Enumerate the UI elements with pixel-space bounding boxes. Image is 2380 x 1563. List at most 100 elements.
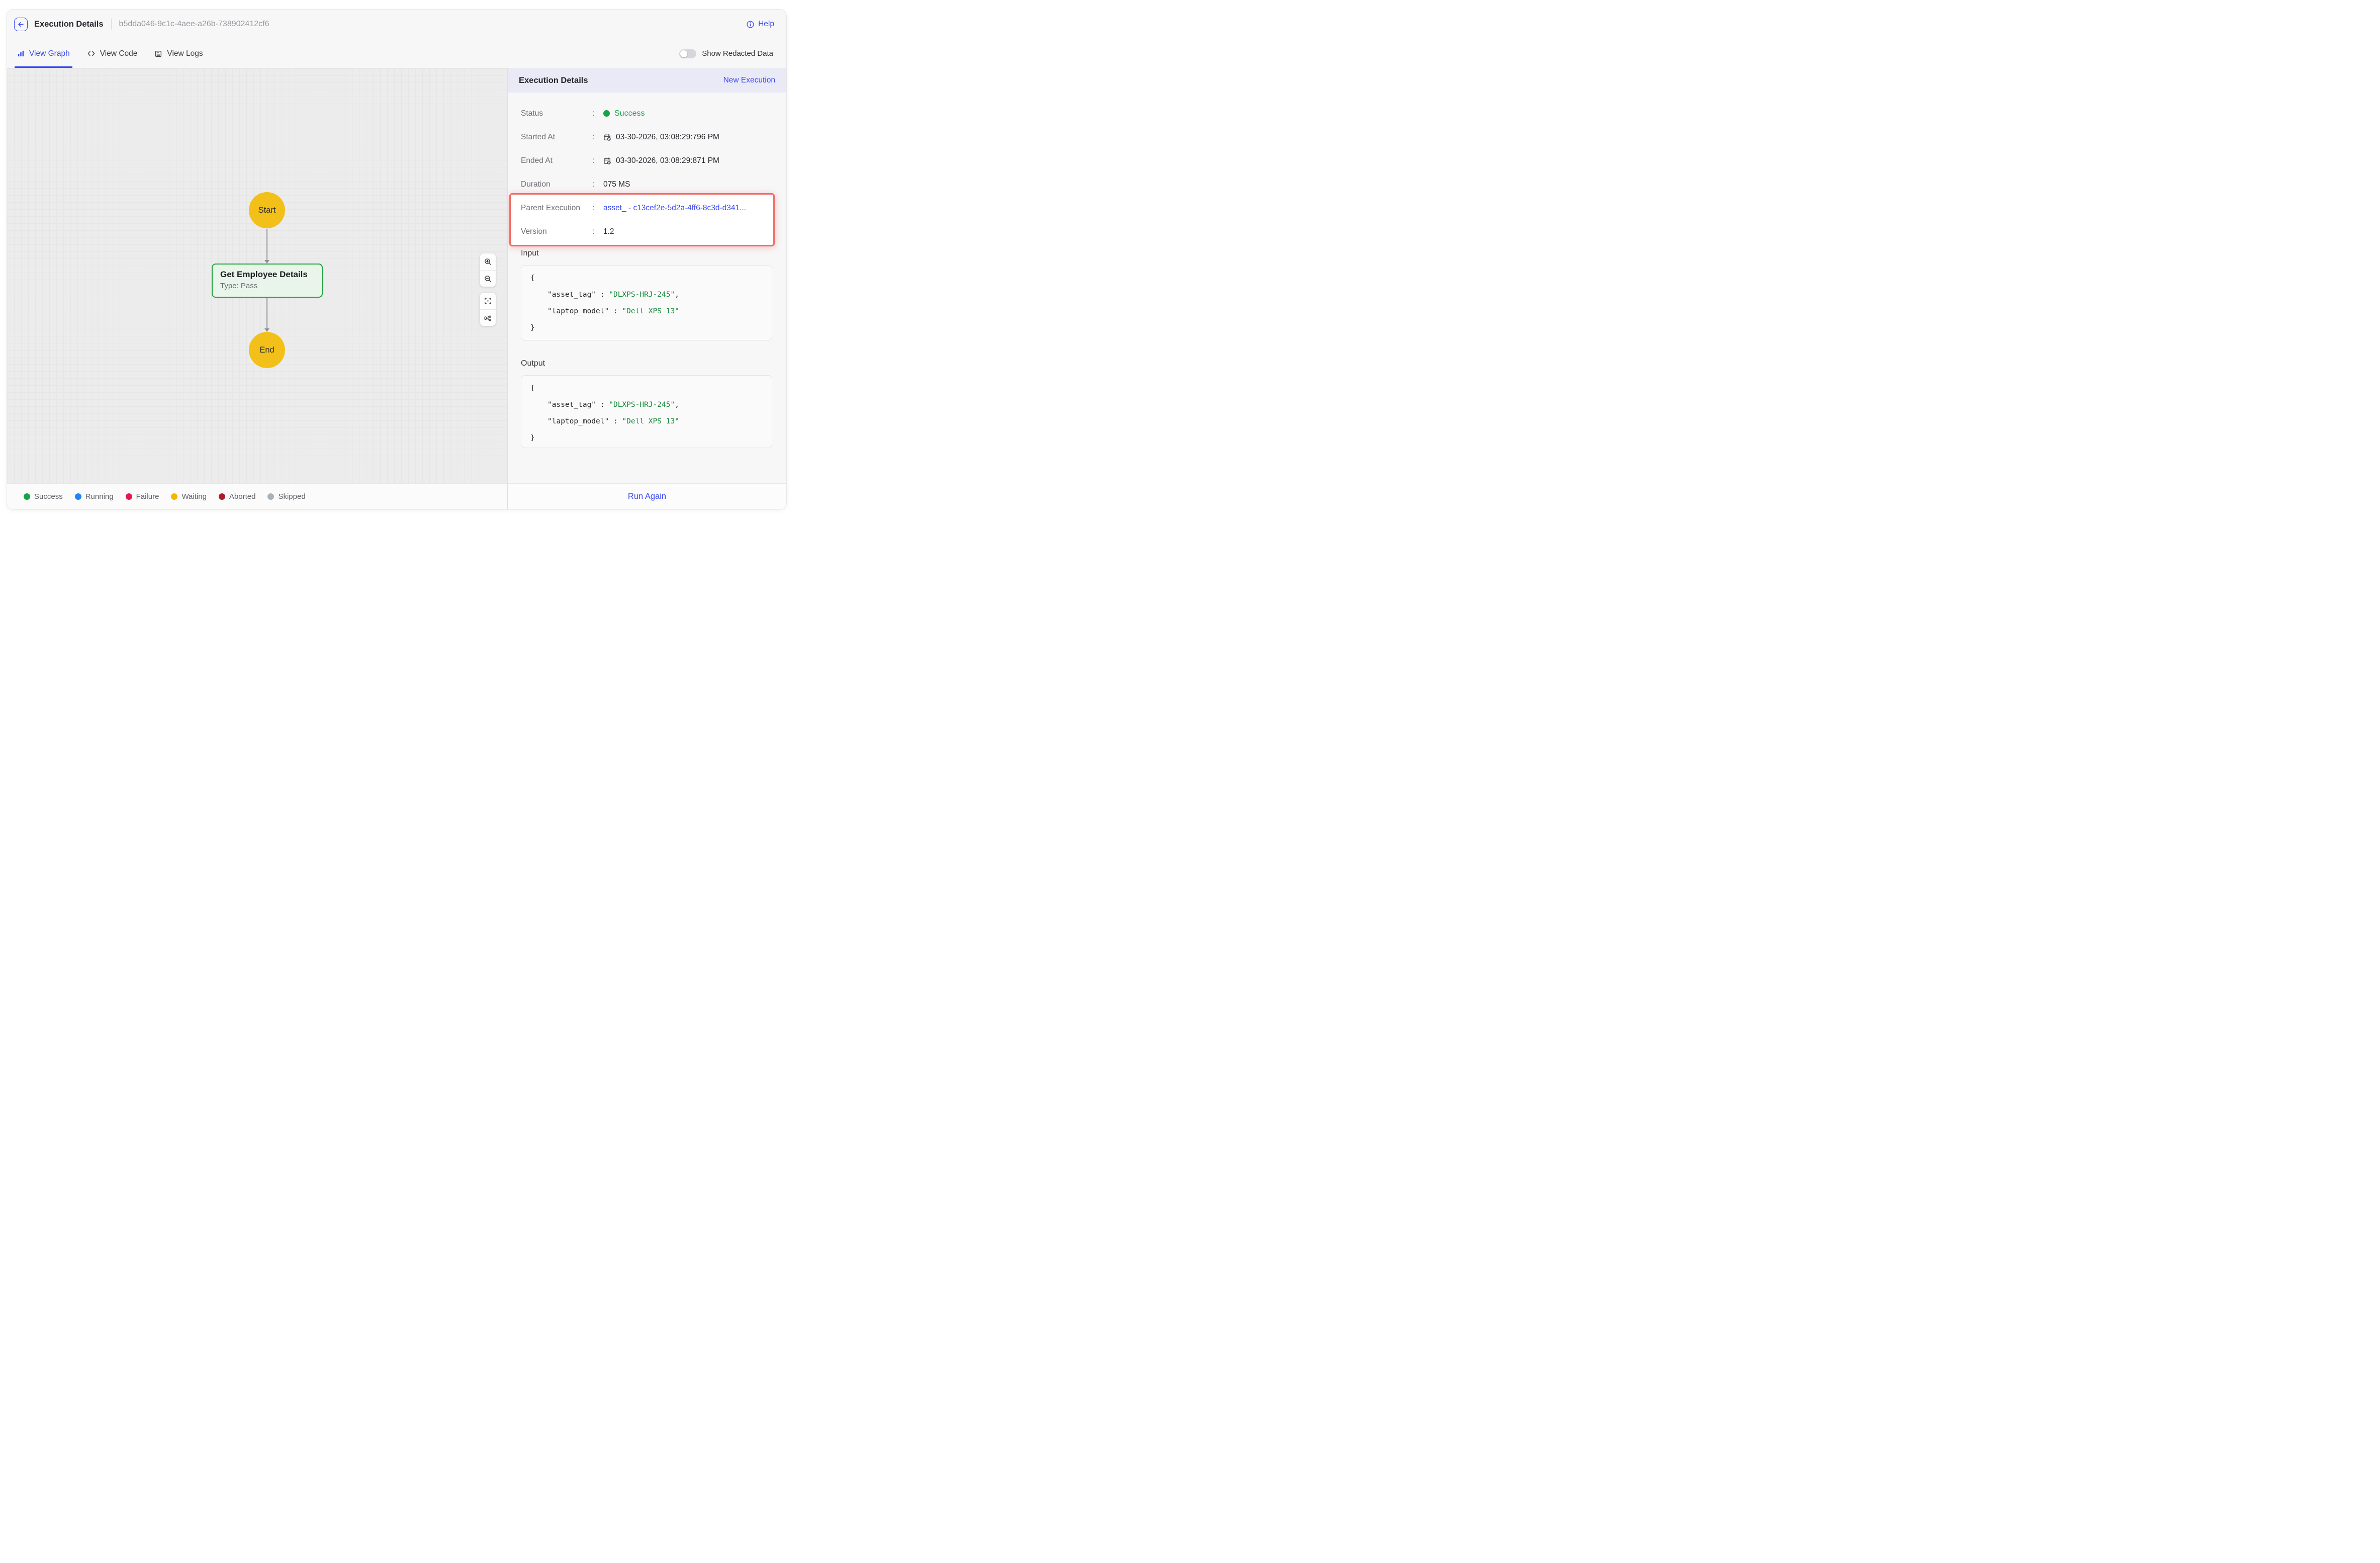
colon: :	[592, 133, 603, 142]
legend-item: Success	[24, 492, 63, 501]
logs-icon	[154, 50, 162, 58]
code-line: }	[530, 320, 763, 336]
panel-title: Execution Details	[519, 76, 588, 85]
legend-dot-failure	[126, 493, 132, 500]
panel-header: Execution Details New Execution	[508, 68, 786, 93]
back-arrow-icon	[17, 21, 25, 28]
zoom-controls	[480, 253, 496, 287]
show-redacted-label: Show Redacted Data	[702, 49, 773, 58]
code-line: {	[530, 380, 763, 397]
run-again-button[interactable]: Run Again	[628, 492, 666, 501]
legend-label: Waiting	[181, 492, 206, 501]
graph-node-get-employee-details[interactable]: Get Employee Details Type: Pass	[212, 264, 323, 298]
code-line: "laptop_model" : "Dell XPS 13"	[530, 413, 763, 430]
auto-layout-button[interactable]	[480, 309, 496, 326]
tab-bar: View Graph View Code View Logs Show Reda…	[7, 39, 786, 68]
status-value: Success	[614, 109, 645, 118]
task-node-title: Get Employee Details	[220, 269, 314, 281]
output-section-label: Output	[508, 359, 786, 368]
view-controls	[480, 293, 496, 326]
fit-view-icon	[484, 297, 492, 305]
tab-view-graph[interactable]: View Graph	[17, 39, 70, 68]
main-content: Start Get Employee Details Type: Pass En…	[7, 68, 786, 509]
started-at-row: Started At : 03-30-2026, 03:08:29:796 PM	[508, 125, 786, 149]
execution-details-panel: Execution Details New Execution Status :…	[508, 68, 786, 509]
legend-label: Running	[85, 492, 114, 501]
show-redacted-toggle-group: Show Redacted Data	[679, 49, 773, 58]
detail-rows: Status : Success Started At :	[508, 93, 786, 243]
version-row: Version : 1.2	[508, 220, 786, 243]
zoom-in-button[interactable]	[480, 253, 496, 270]
help-label: Help	[758, 20, 774, 29]
end-node-label: End	[259, 345, 274, 355]
legend-label: Aborted	[229, 492, 256, 501]
fit-view-button[interactable]	[480, 293, 496, 309]
legend-dot-running	[75, 493, 81, 500]
status-label: Status	[521, 109, 592, 118]
title-divider	[111, 19, 112, 30]
zoom-out-button[interactable]	[480, 270, 496, 287]
show-redacted-toggle[interactable]	[679, 49, 696, 58]
execution-id: b5dda046-9c1c-4aee-a26b-738902412cf6	[119, 20, 269, 29]
legend-item: Waiting	[171, 492, 206, 501]
legend-item: Running	[75, 492, 114, 501]
ended-at-row: Ended At : 03-30-2026, 03:08:29:871 PM	[508, 149, 786, 172]
help-link[interactable]: Help	[746, 20, 774, 29]
graph-node-start[interactable]: Start	[249, 192, 285, 228]
colon: :	[592, 227, 603, 236]
code-line: {	[530, 270, 763, 287]
execution-details-page: Execution Details b5dda046-9c1c-4aee-a26…	[7, 9, 787, 510]
panel-body: Status : Success Started At :	[508, 93, 786, 483]
zoom-out-icon	[484, 275, 492, 283]
tab-label: View Code	[100, 49, 138, 58]
code-line: "asset_tag" : "DLXPS-HRJ-245",	[530, 287, 763, 303]
top-bar: Execution Details b5dda046-9c1c-4aee-a26…	[7, 10, 786, 39]
layout-flow-icon	[484, 314, 492, 322]
status-legend: Success Running Failure Waiting Aborted Skipp…	[7, 483, 507, 509]
parent-execution-label: Parent Execution	[521, 204, 592, 213]
legend-item: Skipped	[267, 492, 305, 501]
calendar-icon	[603, 133, 611, 141]
ended-at-label: Ended At	[521, 156, 592, 165]
legend-dot-waiting	[171, 493, 177, 500]
legend-label: Skipped	[278, 492, 305, 501]
status-dot	[603, 110, 610, 117]
legend-item: Failure	[126, 492, 159, 501]
duration-label: Duration	[521, 180, 592, 189]
zoom-in-icon	[484, 257, 492, 266]
app-window: Execution Details b5dda046-9c1c-4aee-a26…	[0, 0, 793, 521]
started-at-label: Started At	[521, 133, 592, 142]
edge-task-to-end	[266, 298, 267, 328]
code-icon	[87, 49, 96, 58]
legend-item: Aborted	[219, 492, 256, 501]
parent-execution-link[interactable]: asset_ - c13cef2e-5d2a-4ff6-8c3d-d341...	[603, 204, 746, 213]
colon: :	[592, 204, 603, 213]
workflow-graph-canvas[interactable]: Start Get Employee Details Type: Pass En…	[7, 68, 508, 509]
toggle-knob	[680, 50, 687, 57]
legend-dot-skipped	[267, 493, 274, 500]
bar-chart-icon	[17, 50, 25, 57]
parent-execution-row: Parent Execution : asset_ - c13cef2e-5d2…	[508, 196, 786, 220]
back-button[interactable]	[14, 18, 28, 31]
start-node-label: Start	[258, 206, 276, 215]
input-json-viewer[interactable]: {"asset_tag" : "DLXPS-HRJ-245","laptop_m…	[521, 265, 772, 340]
tab-label: View Graph	[29, 49, 70, 58]
legend-label: Success	[34, 492, 63, 501]
tab-label: View Logs	[167, 49, 203, 58]
legend-dot-aborted	[219, 493, 225, 500]
code-line: "laptop_model" : "Dell XPS 13"	[530, 303, 763, 320]
task-node-type: Type: Pass	[220, 281, 314, 291]
tab-view-logs[interactable]: View Logs	[154, 39, 203, 68]
new-execution-link[interactable]: New Execution	[723, 76, 775, 85]
legend-dot-success	[24, 493, 30, 500]
code-line: "asset_tag" : "DLXPS-HRJ-245",	[530, 397, 763, 413]
code-line: }	[530, 430, 763, 447]
version-label: Version	[521, 227, 592, 236]
graph-node-end[interactable]: End	[249, 332, 285, 368]
output-json-viewer[interactable]: {"asset_tag" : "DLXPS-HRJ-245","laptop_m…	[521, 375, 772, 448]
legend-label: Failure	[136, 492, 159, 501]
tab-view-code[interactable]: View Code	[87, 39, 138, 68]
ended-at-value: 03-30-2026, 03:08:29:871 PM	[616, 156, 719, 165]
colon: :	[592, 156, 603, 165]
colon: :	[592, 109, 603, 118]
